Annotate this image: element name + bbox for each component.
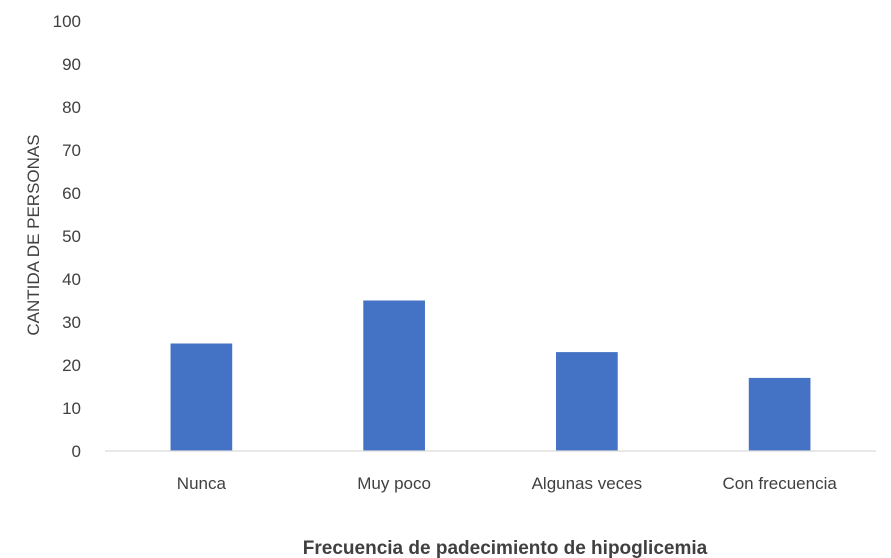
x-axis-ticks: Nunca Muy poco Algunas veces Con frecuencia: [177, 474, 838, 493]
bar-nunca: [170, 343, 233, 451]
y-tick-label: 20: [62, 356, 81, 375]
y-tick-label: 0: [72, 442, 81, 461]
x-axis-title: Frecuencia de padecimiento de hipoglicem…: [303, 538, 708, 558]
x-tick-label: Nunca: [177, 474, 227, 493]
x-tick-label: Muy poco: [357, 474, 431, 493]
y-tick-label: 90: [62, 55, 81, 74]
y-tick-label: 30: [62, 313, 81, 332]
y-tick-label: 50: [62, 227, 81, 246]
y-axis-ticks: 0 10 20 30 40 50 60 70 80 90 100: [53, 12, 81, 461]
bar-algunas-veces: [556, 352, 618, 451]
y-tick-label: 60: [62, 184, 81, 203]
y-tick-label: 80: [62, 98, 81, 117]
y-tick-label: 10: [62, 399, 81, 418]
bars: [170, 300, 811, 451]
y-tick-label: 40: [62, 270, 81, 289]
x-tick-label: Algunas veces: [532, 474, 643, 493]
x-tick-label: Con frecuencia: [722, 474, 837, 493]
y-tick-label: 100: [53, 12, 81, 31]
y-axis-title: CANTIDA DE PERSONAS: [24, 134, 43, 335]
y-tick-label: 70: [62, 141, 81, 160]
bar-muy-poco: [363, 300, 425, 451]
bar-con-frecuencia: [748, 377, 811, 451]
